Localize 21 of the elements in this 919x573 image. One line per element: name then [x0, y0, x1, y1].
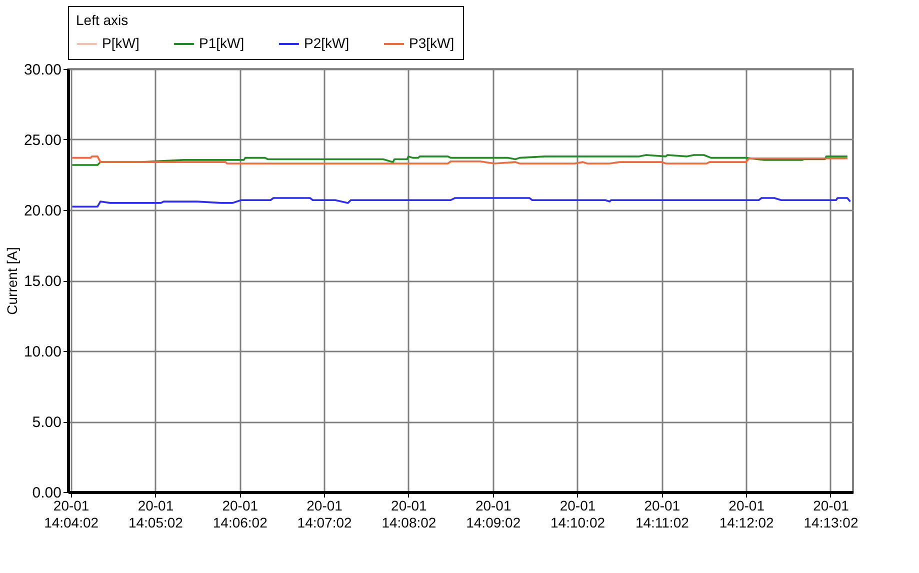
x-tick-label: 20-01 14:13:02 [804, 498, 858, 530]
y-tick-label: 10.00 [24, 344, 62, 360]
legend-title: Left axis [76, 12, 128, 28]
legend-label: P3[kW] [409, 35, 454, 51]
legend-label: P1[kW] [199, 35, 244, 51]
x-tick-label: 20-01 14:05:02 [128, 498, 184, 530]
legend-label: P[kW] [102, 35, 140, 51]
legend-label: P2[kW] [304, 35, 350, 51]
y-tick-label: 5.00 [32, 414, 62, 431]
y-axis-title: Current [A] [4, 247, 20, 315]
x-tick-label: 20-01 14:09:02 [466, 498, 521, 530]
y-tick-label: 25.00 [24, 132, 62, 149]
x-tick-label: 20-01 14:08:02 [382, 498, 436, 530]
x-tick-label: 20-01 14:06:02 [212, 498, 268, 530]
x-tick-label: 20-01 14:07:02 [297, 498, 352, 530]
y-tick-label: 30.00 [24, 62, 62, 78]
y-tick-label: 15.00 [24, 273, 62, 290]
y-tick-label: 20.00 [24, 202, 62, 220]
x-tick-label: 20-01 14:11:02 [635, 498, 690, 530]
x-tick-label: 20-01 14:10:02 [550, 498, 606, 530]
x-tick-label: 20-01 14:12:02 [719, 498, 774, 530]
